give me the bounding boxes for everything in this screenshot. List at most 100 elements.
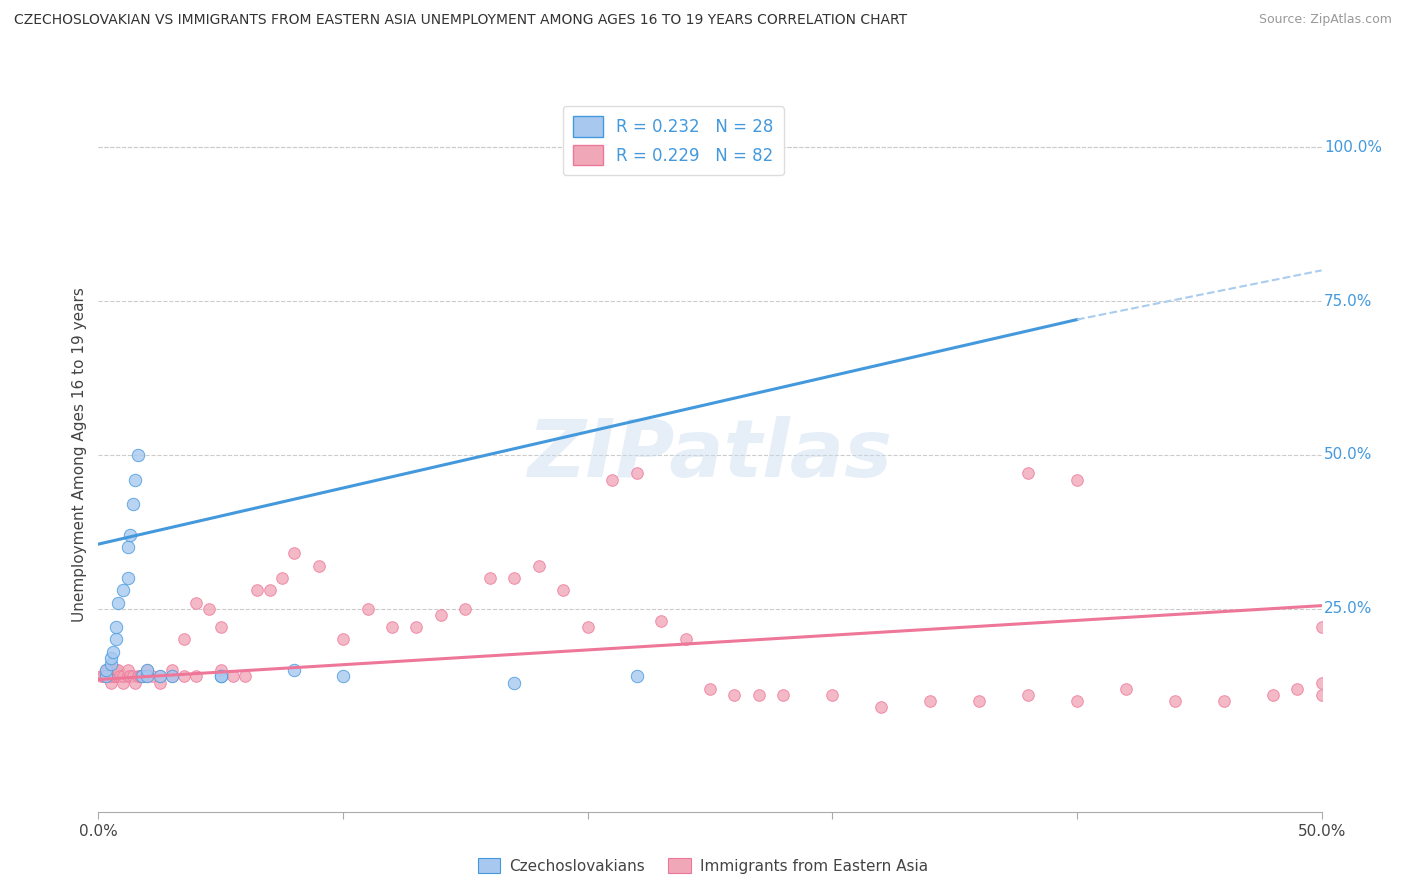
Point — [626, 669, 648, 683]
Point — [1017, 688, 1039, 702]
Point — [104, 663, 127, 677]
Point — [356, 601, 378, 615]
Point — [723, 688, 745, 702]
Point — [160, 669, 183, 683]
Point — [478, 571, 501, 585]
Point — [576, 620, 599, 634]
Point — [111, 669, 134, 683]
Point — [1066, 473, 1088, 487]
Point — [173, 669, 195, 683]
Point — [1017, 467, 1039, 481]
Point — [222, 669, 245, 683]
Point — [91, 669, 114, 683]
Point — [186, 669, 208, 683]
Point — [650, 614, 672, 628]
Point — [503, 571, 526, 585]
Point — [107, 663, 129, 677]
Point — [246, 583, 269, 598]
Point — [283, 546, 305, 560]
Point — [430, 607, 453, 622]
Point — [101, 663, 124, 677]
Point — [149, 669, 172, 683]
Point — [405, 620, 427, 634]
Text: ZIPatlas: ZIPatlas — [527, 416, 893, 494]
Point — [381, 620, 404, 634]
Point — [117, 571, 139, 585]
Point — [104, 669, 127, 683]
Point — [127, 448, 149, 462]
Point — [1164, 694, 1187, 708]
Point — [120, 528, 142, 542]
Point — [197, 601, 219, 615]
Point — [748, 688, 770, 702]
Legend: R = 0.232   N = 28, R = 0.229   N = 82: R = 0.232 N = 28, R = 0.229 N = 82 — [562, 106, 783, 176]
Point — [94, 669, 117, 683]
Point — [270, 571, 294, 585]
Point — [600, 473, 623, 487]
Point — [233, 669, 256, 683]
Point — [626, 146, 648, 161]
Point — [283, 663, 305, 677]
Point — [136, 663, 159, 677]
Point — [308, 558, 330, 573]
Point — [332, 669, 354, 683]
Point — [111, 583, 134, 598]
Text: 75.0%: 75.0% — [1324, 293, 1372, 309]
Point — [104, 620, 127, 634]
Legend: Czechoslovakians, Immigrants from Eastern Asia: Czechoslovakians, Immigrants from Easter… — [471, 852, 935, 880]
Point — [131, 669, 153, 683]
Point — [131, 669, 153, 683]
Point — [527, 558, 550, 573]
Point — [120, 669, 142, 683]
Text: Source: ZipAtlas.com: Source: ZipAtlas.com — [1258, 13, 1392, 27]
Point — [121, 669, 143, 683]
Point — [870, 700, 893, 714]
Point — [920, 694, 942, 708]
Point — [1310, 675, 1333, 690]
Point — [149, 669, 172, 683]
Point — [124, 675, 146, 690]
Point — [110, 669, 132, 683]
Point — [107, 596, 129, 610]
Point — [104, 632, 127, 647]
Point — [136, 663, 159, 677]
Point — [553, 583, 575, 598]
Point — [1115, 681, 1137, 696]
Point — [1310, 688, 1333, 702]
Point — [136, 669, 159, 683]
Text: 50.0%: 50.0% — [1324, 448, 1372, 462]
Point — [186, 596, 208, 610]
Point — [136, 669, 159, 683]
Point — [259, 583, 281, 598]
Point — [699, 681, 721, 696]
Point — [160, 669, 183, 683]
Point — [626, 146, 648, 161]
Point — [1310, 620, 1333, 634]
Point — [160, 663, 183, 677]
Text: CZECHOSLOVAKIAN VS IMMIGRANTS FROM EASTERN ASIA UNEMPLOYMENT AMONG AGES 16 TO 19: CZECHOSLOVAKIAN VS IMMIGRANTS FROM EASTE… — [14, 13, 907, 28]
Point — [1066, 694, 1088, 708]
Point — [967, 694, 990, 708]
Point — [111, 675, 134, 690]
Point — [100, 669, 122, 683]
Point — [117, 669, 139, 683]
Point — [1261, 688, 1284, 702]
Text: 25.0%: 25.0% — [1324, 601, 1372, 616]
Point — [821, 688, 844, 702]
Point — [101, 645, 124, 659]
Point — [129, 669, 152, 683]
Point — [117, 540, 139, 554]
Point — [1212, 694, 1234, 708]
Point — [121, 497, 143, 511]
Point — [503, 675, 526, 690]
Point — [100, 651, 122, 665]
Point — [209, 620, 232, 634]
Point — [209, 669, 232, 683]
Point — [127, 669, 149, 683]
Point — [772, 688, 794, 702]
Point — [100, 675, 122, 690]
Point — [90, 669, 112, 683]
Point — [94, 663, 117, 677]
Point — [675, 632, 697, 647]
Point — [1286, 681, 1309, 696]
